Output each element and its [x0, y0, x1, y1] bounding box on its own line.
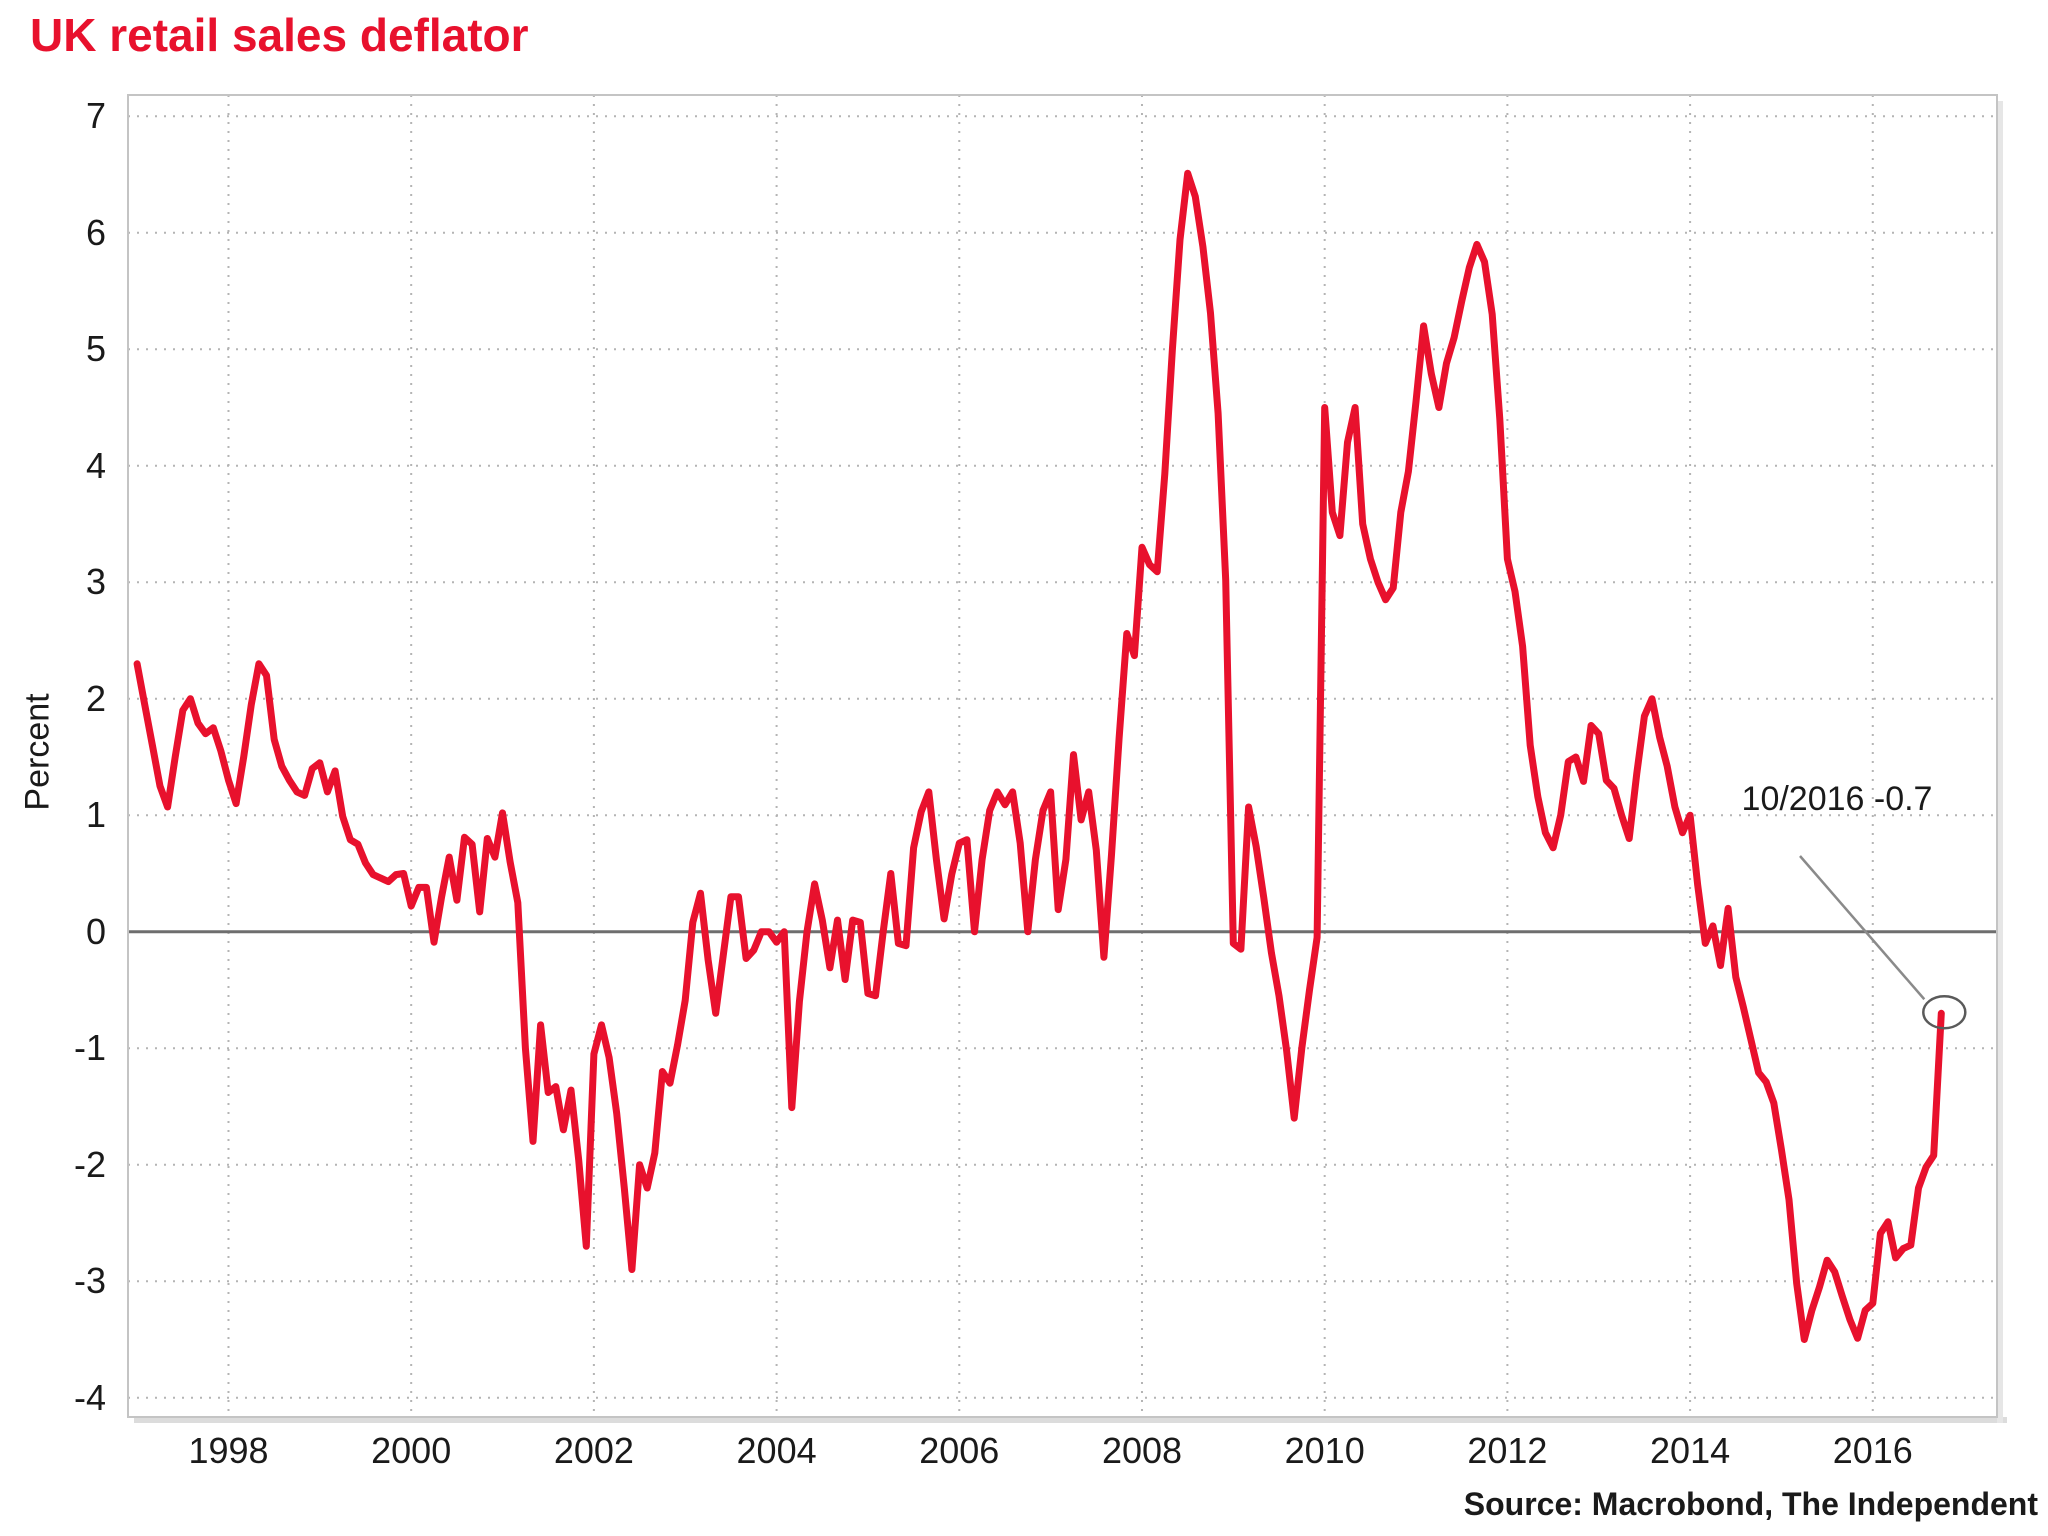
x-tick-label: 1998 [188, 1430, 269, 1471]
x-tick-label: 2012 [1467, 1430, 1548, 1471]
y-tick-label: -3 [73, 1260, 106, 1302]
y-axis-title: Percent [18, 693, 57, 811]
deflator-line-series [133, 169, 1945, 1343]
y-tick-label: -1 [73, 1027, 106, 1069]
annotation-circle [1922, 995, 1967, 1030]
plot-border [127, 94, 1998, 1418]
x-tick-label: 2016 [1832, 1430, 1913, 1471]
x-tick-label: 2006 [919, 1430, 1000, 1471]
x-tick-label: 2014 [1650, 1430, 1731, 1471]
y-tick-label: 4 [85, 444, 106, 486]
y-tick-label: 3 [85, 561, 106, 603]
x-tick-label: 2000 [371, 1430, 452, 1471]
plot-area [128, 95, 1997, 1417]
source-credit: Source: Macrobond, The Independent [1463, 1486, 2038, 1522]
plot-shadow-bottom [134, 1417, 2007, 1423]
y-tick-label: -4 [73, 1376, 106, 1418]
x-tick-label: 2004 [736, 1430, 817, 1471]
y-tick-label: 1 [85, 794, 106, 836]
x-tick-label: 2010 [1284, 1430, 1365, 1471]
chart-title: UK retail sales deflator [30, 9, 529, 61]
y-tick-label: 0 [85, 910, 106, 952]
y-tick-label: 5 [85, 328, 106, 370]
last-value-annotation: 10/2016 -0.7 [1741, 780, 1933, 818]
y-tick-label: 6 [85, 211, 106, 253]
x-tick-label: 2008 [1101, 1430, 1183, 1471]
x-tick-label: 2002 [553, 1430, 634, 1471]
y-tick-label: 2 [85, 677, 106, 719]
y-tick-label: 7 [85, 95, 106, 137]
annotation-leader-line [1799, 855, 1926, 1001]
plot-shadow-right [1997, 101, 2003, 1423]
y-tick-label: -2 [73, 1143, 106, 1185]
